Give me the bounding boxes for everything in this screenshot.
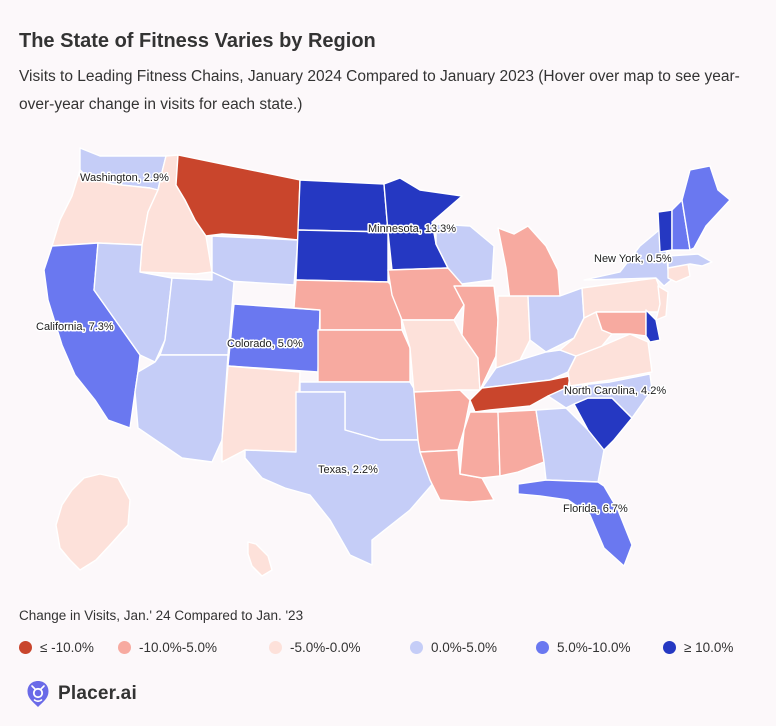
- legend-swatch: [19, 641, 32, 654]
- map-label-texas: Texas, 2.2%: [318, 464, 378, 476]
- us-states-choropleth-map[interactable]: Washington, 2.9% Minnesota, 13.3% New Yo…: [0, 120, 776, 590]
- legend-swatch: [536, 641, 549, 654]
- map-label-florida: Florida, 6.7%: [563, 503, 628, 515]
- legend-item-le-minus10: ≤ -10.0%: [19, 640, 118, 655]
- legend-label: 5.0%-10.0%: [557, 640, 631, 655]
- legend-swatch: [410, 641, 423, 654]
- state-IA[interactable]: [387, 267, 465, 321]
- legend-swatch: [663, 641, 676, 654]
- state-TX[interactable]: [244, 391, 437, 566]
- legend-item-minus10-minus5: -10.0%-5.0%: [118, 640, 269, 655]
- page-title: The State of Fitness Varies by Region: [19, 30, 376, 52]
- state-KS[interactable]: [317, 329, 411, 383]
- state-NM[interactable]: [221, 365, 301, 463]
- state-DE[interactable]: [645, 309, 661, 343]
- map-label-washington: Washington, 2.9%: [80, 172, 169, 184]
- state-MA[interactable]: [667, 253, 713, 269]
- state-SD[interactable]: [295, 229, 389, 283]
- state-IN[interactable]: [495, 295, 531, 369]
- legend-title: Change in Visits, Jan.' 24 Compared to J…: [19, 608, 304, 623]
- state-MN[interactable]: [383, 177, 463, 271]
- state-MS[interactable]: [459, 411, 501, 479]
- state-HI[interactable]: [247, 541, 273, 577]
- legend-label: 0.0%-5.0%: [431, 640, 498, 655]
- legend: ≤ -10.0% -10.0%-5.0% -5.0%-0.0% 0.0%-5.0…: [19, 640, 753, 655]
- brand-name: Placer.ai: [58, 683, 137, 704]
- legend-label: ≥ 10.0%: [684, 640, 734, 655]
- map-label-california: California, 7.3%: [36, 321, 114, 333]
- legend-label: -10.0%-5.0%: [139, 640, 218, 655]
- state-MI[interactable]: [497, 225, 561, 301]
- legend-swatch: [269, 641, 282, 654]
- state-GA[interactable]: [535, 407, 605, 483]
- state-VT[interactable]: [657, 209, 673, 253]
- state-AL[interactable]: [497, 409, 545, 477]
- state-LA[interactable]: [419, 449, 495, 503]
- legend-item-5-10: 5.0%-10.0%: [536, 640, 663, 655]
- state-AR[interactable]: [413, 389, 471, 453]
- state-ME[interactable]: [681, 165, 731, 251]
- placer-logo-icon: [27, 681, 49, 707]
- map-label-colorado: Colorado, 5.0%: [227, 338, 303, 350]
- state-WI[interactable]: [435, 223, 495, 285]
- page-subtitle: Visits to Leading Fitness Chains, Januar…: [19, 68, 740, 113]
- legend-item-minus5-0: -5.0%-0.0%: [269, 640, 410, 655]
- legend-item-ge-10: ≥ 10.0%: [663, 640, 753, 655]
- brand-logo[interactable]: Placer.ai: [26, 680, 137, 708]
- state-NJ[interactable]: [655, 285, 669, 321]
- state-AZ[interactable]: [134, 354, 229, 463]
- state-WY[interactable]: [211, 235, 299, 286]
- map-label-new-york: New York, 0.5%: [594, 253, 672, 265]
- state-FL[interactable]: [517, 479, 633, 567]
- legend-item-0-5: 0.0%-5.0%: [410, 640, 536, 655]
- legend-label: -5.0%-0.0%: [290, 640, 361, 655]
- legend-label: ≤ -10.0%: [40, 640, 94, 655]
- state-VA[interactable]: [567, 333, 653, 387]
- state-UT[interactable]: [159, 271, 235, 356]
- map-label-north-carolina: North Carolina, 4.2%: [564, 385, 666, 397]
- state-NC[interactable]: [547, 373, 653, 419]
- state-AK[interactable]: [55, 473, 131, 571]
- legend-swatch: [118, 641, 131, 654]
- map-label-minnesota: Minnesota, 13.3%: [368, 223, 456, 235]
